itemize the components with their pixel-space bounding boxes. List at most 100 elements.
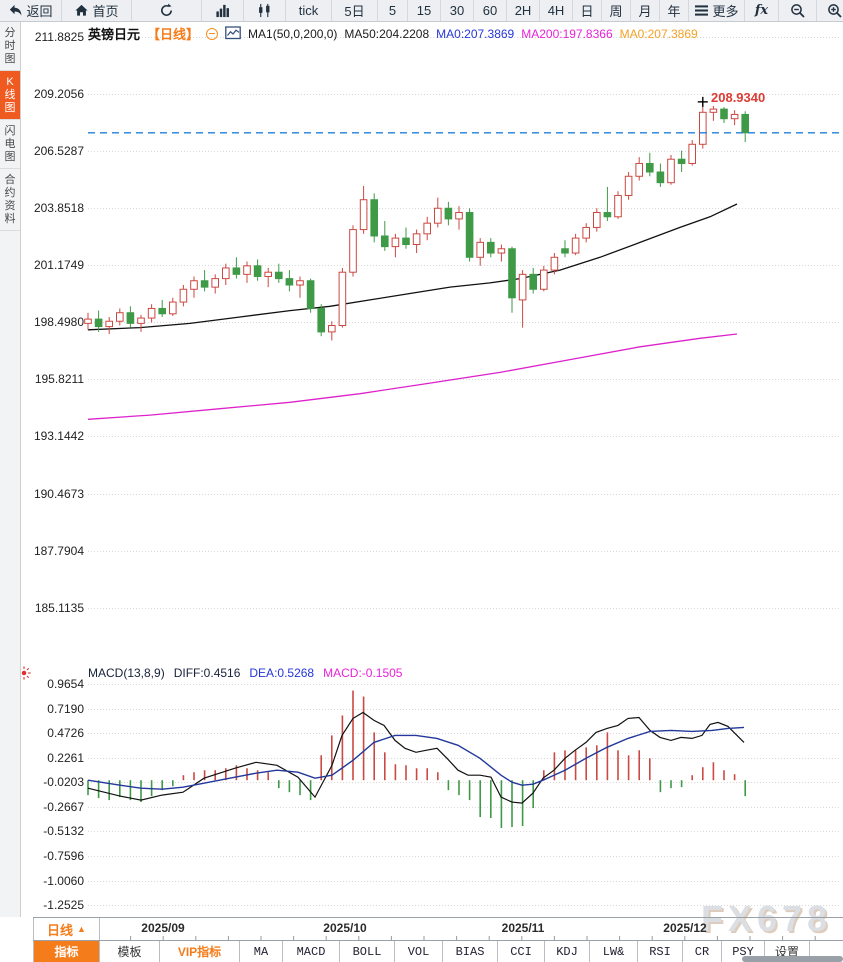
ma0-blue-value: MA0:207.3869 xyxy=(436,26,515,41)
high-price-annotation: 208.9340 xyxy=(711,90,766,105)
price-axis-tick: 185.1135 xyxy=(34,600,84,615)
interval-button-label: 日线 xyxy=(47,922,74,938)
macd-axis-tick: -0.5132 xyxy=(43,823,84,838)
toolbar: 返回 首页 tick 5日 5 15 30 60 2H 4H 日周月年 更多 fx xyxy=(0,0,843,22)
price-axis-tick: 203.8518 xyxy=(33,200,84,215)
interval-tag: 【日线】 xyxy=(147,27,200,42)
home-icon xyxy=(74,3,89,18)
ma50-value: MA50:204.2208 xyxy=(344,26,430,41)
price-axis-tick: 195.8211 xyxy=(34,371,84,386)
ma-group-label: MA1(50,0,200,0) xyxy=(248,26,338,41)
ma0-orange-value: MA0:207.3869 xyxy=(619,26,698,41)
tab-rsi[interactable]: RSI xyxy=(638,941,683,962)
toolbar-4-hour-label: 4H xyxy=(547,3,565,18)
tab-lw[interactable]: LW& xyxy=(590,941,638,962)
collapse-icon[interactable] xyxy=(206,27,219,40)
toolbar-more-label: 更多 xyxy=(712,4,739,19)
sidebar-item-lightning-chart[interactable]: 闪电图 xyxy=(0,120,20,169)
toolbar-5-day-button[interactable]: 5日 xyxy=(332,0,378,21)
refresh-icon xyxy=(159,3,174,18)
toolbar-2-hour-button[interactable]: 2H xyxy=(507,0,540,21)
tab-cci[interactable]: CCI xyxy=(498,941,545,962)
bar-chart-icon xyxy=(215,3,230,18)
toolbar-30-min-label: 30 xyxy=(449,3,465,18)
toolbar-5-min-label: 5 xyxy=(388,3,397,18)
toolbar-more-button[interactable]: 更多 xyxy=(689,0,745,21)
tab-设置[interactable]: 设置 xyxy=(765,941,810,962)
month-label: 2025/10 xyxy=(323,921,367,935)
toolbar-weekly-label: 周 xyxy=(609,4,623,19)
zoom-out-icon xyxy=(790,3,806,19)
tab-macd[interactable]: MACD xyxy=(283,941,340,962)
tab-指标[interactable]: 指标 xyxy=(33,941,100,962)
month-label: 2025/12 xyxy=(663,921,707,935)
month-label: 2025/09 xyxy=(141,921,185,935)
tab-cr[interactable]: CR xyxy=(683,941,722,962)
chart-box-icon[interactable] xyxy=(225,25,241,43)
macd-axis-tick: 0.9654 xyxy=(47,676,84,691)
toolbar-15-min-label: 15 xyxy=(416,3,432,18)
macd-hist-value: MACD:-0.1505 xyxy=(323,666,403,680)
back-icon xyxy=(8,3,23,18)
toolbar-5-min-button[interactable]: 5 xyxy=(378,0,408,21)
toolbar-tick-button[interactable]: tick xyxy=(286,0,332,21)
toolbar-60-min-button[interactable]: 60 xyxy=(474,0,507,21)
toolbar-back-label: 返回 xyxy=(26,4,53,19)
price-axis-tick: 209.2056 xyxy=(33,86,84,101)
macd-axis-tick: 0.7190 xyxy=(47,701,84,716)
toolbar-5-day-label: 5日 xyxy=(344,4,365,19)
tab-模板[interactable]: 模板 xyxy=(100,941,160,962)
macd-axis-tick: -0.2667 xyxy=(43,799,84,814)
zoom-in-icon xyxy=(827,3,843,19)
price-axis-tick: 211.8825 xyxy=(34,29,84,44)
price-axis-tick: 193.1442 xyxy=(33,428,84,443)
toolbar-2-hour-label: 2H xyxy=(514,3,532,18)
price-axis-tick: 198.4980 xyxy=(33,314,84,329)
toolbar-zoom-in-button[interactable] xyxy=(817,0,843,21)
tab-ma[interactable]: MA xyxy=(240,941,283,962)
macd-axis-tick: -0.7596 xyxy=(43,848,84,863)
symbol-name: 英镑日元 xyxy=(88,27,141,42)
toolbar-fx-button[interactable]: fx xyxy=(745,0,779,21)
tab-psy[interactable]: PSY xyxy=(722,941,765,962)
tab-kdj[interactable]: KDJ xyxy=(545,941,590,962)
toolbar-15-min-button[interactable]: 15 xyxy=(408,0,441,21)
toolbar-back-button[interactable]: 返回 xyxy=(0,0,62,21)
toolbar-daily-button[interactable]: 日 xyxy=(573,0,602,21)
toolbar-home-button[interactable]: 首页 xyxy=(62,0,132,21)
toolbar-monthly-label: 月 xyxy=(638,4,652,19)
toolbar-tick-label: tick xyxy=(298,3,319,18)
toolbar-bar-chart-button[interactable] xyxy=(202,0,244,21)
chart-header: 英镑日元 【日线】 MA1(50,0,200,0) MA50:204.2208 … xyxy=(88,24,698,43)
indicator-tab-bar: 指标 模板 VIP指标 MA MACD BOLL VOL BIAS CCI KDJ LW& RSI CR… xyxy=(33,940,843,962)
toolbar-yearly-button[interactable]: 年 xyxy=(660,0,689,21)
tab-boll[interactable]: BOLL xyxy=(340,941,395,962)
tab-vip指标[interactable]: VIP指标 xyxy=(160,941,240,962)
tab-bias[interactable]: BIAS xyxy=(443,941,498,962)
toolbar-30-min-button[interactable]: 30 xyxy=(441,0,474,21)
toolbar-monthly-button[interactable]: 月 xyxy=(631,0,660,21)
macd-axis-tick: -1.0060 xyxy=(43,873,84,888)
sidebar-item-contract-info[interactable]: 合约资料 xyxy=(0,169,20,231)
macd-title: MACD(13,8,9) xyxy=(88,666,165,680)
toolbar-candlestick-button[interactable] xyxy=(244,0,286,21)
time-axis-row: 日线 ▲ 2025/09 2025/10 2025/11 2025/12 xyxy=(33,917,843,940)
toolbar-refresh-button[interactable] xyxy=(132,0,202,21)
tab-vol[interactable]: VOL xyxy=(395,941,443,962)
macd-axis-tick: 0.2261 xyxy=(47,750,84,765)
price-axis-tick: 187.7904 xyxy=(33,543,84,558)
macd-axis-tick: -0.0203 xyxy=(43,774,84,789)
macd-dea-value: DEA:0.5268 xyxy=(249,666,315,680)
macd-diff-value: DIFF:0.4516 xyxy=(173,666,241,680)
sidebar-item-time-chart[interactable]: 分时图 xyxy=(0,22,20,71)
toolbar-zoom-out-button[interactable] xyxy=(779,0,817,21)
interval-button[interactable]: 日线 ▲ xyxy=(33,918,100,940)
toolbar-4-hour-button[interactable]: 4H xyxy=(540,0,573,21)
toolbar-weekly-button[interactable]: 周 xyxy=(602,0,631,21)
horizontal-scrollbar-thumb[interactable] xyxy=(742,956,843,962)
candlestick-icon xyxy=(257,3,272,18)
toolbar-home-label: 首页 xyxy=(92,4,119,19)
price-axis-tick: 190.4673 xyxy=(33,486,84,501)
